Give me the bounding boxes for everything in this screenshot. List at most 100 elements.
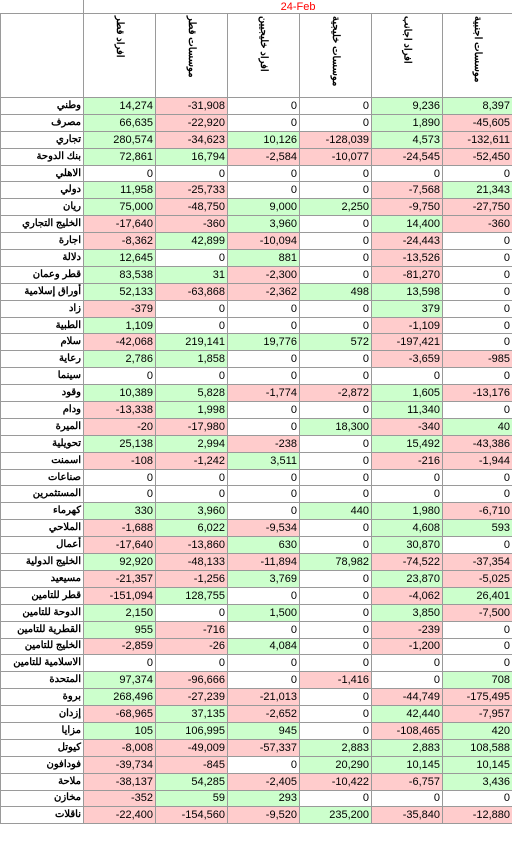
row-label: الاسلامية للتامين	[0, 654, 84, 673]
value-cell: -13,526	[371, 249, 443, 267]
value-cell: -845	[155, 755, 228, 774]
row-label: الخليج للتامين	[0, 637, 84, 656]
value-cell: 0	[299, 519, 372, 538]
value-cell: 0	[299, 637, 372, 656]
value-cell: -13,860	[155, 536, 228, 555]
value-cell: -154,560	[155, 806, 228, 825]
table-body: وطني 14,274 -31,908 0 0 9,236 8,397 مصرف 66,635-…	[0, 97, 512, 825]
value-cell: -360	[155, 215, 228, 234]
value-cell: -39,734	[83, 755, 156, 774]
column-header-label: افراد اجانب	[401, 16, 413, 64]
row-label: مزايا	[0, 721, 84, 740]
value-cell: -2,405	[227, 772, 300, 791]
value-cell: -20	[83, 417, 156, 436]
value-cell: 0	[441, 620, 512, 639]
row-label: قطر وعمان	[0, 265, 84, 284]
row-label: المتحدة	[0, 671, 84, 690]
value-cell: 0	[155, 164, 228, 183]
value-cell: 12,645	[83, 249, 156, 267]
row-label: بروة	[0, 688, 84, 707]
value-cell: 0	[299, 367, 372, 386]
value-cell: -9,520	[227, 806, 300, 825]
value-cell: 0	[83, 367, 156, 386]
value-cell: 0	[441, 265, 512, 284]
column-header: افراد خليجيين	[227, 13, 300, 98]
value-cell: 11,340	[371, 401, 443, 419]
value-cell: 0	[227, 654, 300, 673]
value-cell: 3,960	[227, 215, 300, 234]
value-cell: 0	[371, 468, 443, 487]
table-row: الاسلامية للتامين 0 0 0 0 0 0	[0, 654, 512, 673]
value-cell: 0	[299, 181, 372, 200]
value-cell: 20,290	[299, 755, 372, 774]
value-cell: -17,640	[83, 215, 156, 234]
value-cell: 0	[441, 637, 512, 656]
value-cell: 0	[299, 401, 372, 419]
table-row: إزدان -68,965 37,135 -2,652 0 42,440 -7,957	[0, 705, 512, 723]
value-cell: -360	[441, 215, 512, 234]
value-cell: -1,242	[155, 451, 228, 470]
column-header-row: افراد قطر موسسات قطر افراد خليجيين موسسات خ…	[0, 13, 512, 98]
row-label: القطرية للتامين	[0, 620, 84, 639]
value-cell: -17,640	[83, 536, 156, 555]
table-row: الاهلي 0 0 0 0 0 0	[0, 164, 512, 183]
value-cell: 0	[299, 97, 372, 115]
row-label: أوراق إسلامية	[0, 282, 84, 301]
value-cell: -2,584	[227, 147, 300, 166]
value-cell: 15,492	[371, 434, 443, 453]
value-cell: 0	[441, 333, 512, 352]
value-cell: 293	[227, 789, 300, 808]
row-label: ريان	[0, 198, 84, 217]
value-cell: 0	[441, 367, 512, 386]
value-cell: 0	[227, 164, 300, 183]
value-cell: 0	[299, 265, 372, 284]
date-row: 24-Feb	[0, 0, 512, 14]
value-cell: 0	[299, 249, 372, 267]
value-cell: 0	[227, 671, 300, 690]
value-cell: 2,883	[371, 738, 443, 757]
value-cell: 128,755	[155, 586, 228, 605]
table-row: بنك الدوحة 72,861 16,794 -2,584 -10,077 -24,5…	[0, 147, 512, 166]
value-cell: 0	[227, 586, 300, 605]
value-cell: 106,995	[155, 721, 228, 740]
value-cell: -37,354	[441, 553, 512, 571]
value-cell: -1,944	[441, 451, 512, 470]
table-row: الملاحي -1,688 6,022 -9,534 0 4,608 593	[0, 519, 512, 538]
value-cell: -2,652	[227, 705, 300, 723]
value-cell: -17,980	[155, 417, 228, 436]
value-cell: -1,109	[371, 316, 443, 335]
value-cell: -6,710	[441, 502, 512, 521]
value-cell: -34,623	[155, 130, 228, 149]
row-label: زاد	[0, 299, 84, 318]
value-cell: 0	[227, 485, 300, 504]
row-label-header	[0, 13, 84, 98]
table-row: صناعات 0 0 0 0 0 0	[0, 468, 512, 487]
value-cell: 0	[155, 249, 228, 267]
value-cell: -352	[83, 789, 156, 808]
value-cell: 0	[227, 181, 300, 200]
value-cell: 66,635	[83, 113, 156, 132]
value-cell: -35,840	[371, 806, 443, 825]
value-cell: -11,894	[227, 553, 300, 571]
value-cell: 40	[441, 417, 512, 436]
row-label: تحويلية	[0, 434, 84, 453]
value-cell: 0	[299, 113, 372, 132]
value-cell: 0	[371, 367, 443, 386]
value-cell: -45,605	[441, 113, 512, 132]
table-row: أعمال -17,640 -13,860 630 0 30,870 0	[0, 536, 512, 555]
value-cell: -42,068	[83, 333, 156, 352]
value-cell: 0	[299, 688, 372, 707]
value-cell: 97,374	[83, 671, 156, 690]
value-cell: -21,357	[83, 569, 156, 588]
value-cell: 0	[299, 215, 372, 234]
row-label: الملاحي	[0, 519, 84, 538]
row-label: سلام	[0, 333, 84, 352]
value-cell: 572	[299, 333, 372, 352]
value-cell: 0	[441, 789, 512, 808]
value-cell: 5,828	[155, 384, 228, 403]
value-cell: -238	[227, 434, 300, 453]
value-cell: -27,750	[441, 198, 512, 217]
table-row: اسمنت -108 -1,242 3,511 0 -216 -1,944	[0, 451, 512, 470]
value-cell: 0	[155, 485, 228, 504]
column-header: افراد قطر	[83, 13, 156, 98]
